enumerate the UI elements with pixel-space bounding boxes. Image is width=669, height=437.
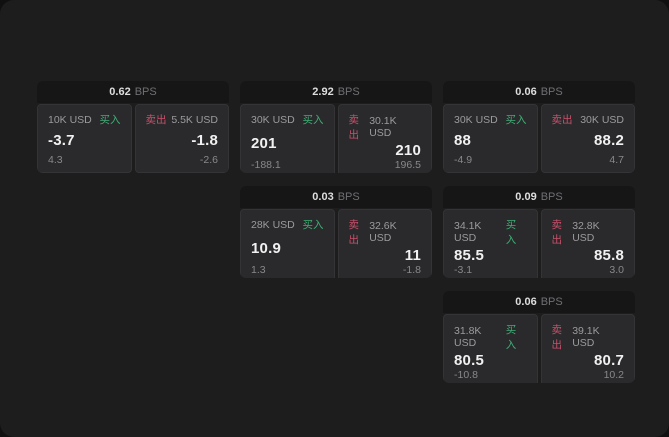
bps-unit: BPS — [337, 191, 360, 203]
card-header: 0.03 BPS — [240, 186, 432, 208]
buy-amount: 10K USD — [48, 113, 92, 126]
sell-delta: -2.6 — [199, 154, 218, 166]
buy-panel[interactable]: 31.8K USD 买入 80.5 -10.8 — [443, 314, 538, 383]
buy-panel[interactable]: 30K USD 买入 201 -188.1 — [240, 104, 335, 173]
sell-amount: 5.5K USD — [171, 113, 218, 126]
sell-price: 80.7 — [594, 352, 624, 369]
sell-amount: 32.8K USD — [572, 220, 600, 244]
sell-delta: 4.7 — [609, 154, 624, 166]
bps-unit: BPS — [134, 86, 157, 98]
sell-price: -1.8 — [191, 132, 218, 149]
sell-panel[interactable]: 卖出 5.5K USD -1.8 -2.6 — [134, 104, 229, 173]
sell-panel[interactable]: 卖出 30.1K USD 210 196.5 — [337, 104, 432, 173]
panels: 30K USD 买入 88 -4.9 卖出 30K USD 88.2 4.7 — [443, 104, 635, 173]
quote-card: 2.92 BPS 30K USD 买入 201 -188.1 卖出 30.1K … — [240, 81, 432, 173]
buy-amount: 31.8K USD — [454, 325, 482, 349]
buy-panel[interactable]: 28K USD 买入 10.9 1.3 — [240, 209, 335, 278]
panels: 30K USD 买入 201 -188.1 卖出 30.1K USD 210 1… — [240, 104, 432, 173]
panels: 10K USD 买入 -3.7 4.3 卖出 5.5K USD -1.8 -2.… — [37, 104, 229, 173]
buy-amount: 28K USD — [251, 218, 295, 231]
sell-side-label: 卖出 — [348, 219, 360, 246]
card-header: 2.92 BPS — [240, 81, 432, 103]
sell-panel[interactable]: 卖出 39.1K USD 80.7 10.2 — [540, 314, 635, 383]
sell-price: 85.8 — [594, 247, 624, 264]
quote-card: 0.06 BPS 30K USD 买入 88 -4.9 卖出 30K USD — [443, 81, 635, 173]
sell-side-label: 卖出 — [551, 114, 573, 126]
panels: 28K USD 买入 10.9 1.3 卖出 32.6K USD 11 -1.8 — [240, 209, 432, 278]
buy-amount: 30K USD — [251, 113, 295, 126]
buy-panel[interactable]: 34.1K USD 买入 85.5 -3.1 — [443, 209, 538, 278]
buy-amount: 30K USD — [454, 113, 498, 126]
sell-price: 88.2 — [594, 132, 624, 149]
buy-side-label: 买入 — [302, 219, 324, 231]
sell-panel[interactable]: 卖出 32.6K USD 11 -1.8 — [337, 209, 432, 278]
buy-panel[interactable]: 30K USD 买入 88 -4.9 — [443, 104, 538, 173]
buy-panel[interactable]: 10K USD 买入 -3.7 4.3 — [37, 104, 132, 173]
panels: 31.8K USD 买入 80.5 -10.8 卖出 39.1K USD 80.… — [443, 314, 635, 383]
card-header: 0.06 BPS — [443, 291, 635, 313]
sell-amount: 30K USD — [580, 113, 624, 126]
bps-unit: BPS — [540, 191, 563, 203]
card-header: 0.06 BPS — [443, 81, 635, 103]
quote-cards-grid: 0.62 BPS 10K USD 买入 -3.7 4.3 卖出 5.5K USD — [37, 81, 635, 383]
bps-value: 0.62 — [109, 86, 131, 98]
buy-price: 88 — [454, 132, 472, 149]
panels: 34.1K USD 买入 85.5 -3.1 卖出 32.8K USD 85.8… — [443, 209, 635, 278]
sell-price: 210 — [395, 142, 421, 159]
quote-card: 0.09 BPS 34.1K USD 买入 85.5 -3.1 卖出 32.8K… — [443, 186, 635, 278]
bps-unit: BPS — [337, 86, 360, 98]
sell-side-label: 卖出 — [145, 114, 167, 126]
bps-value: 0.03 — [312, 191, 334, 203]
buy-delta: 1.3 — [251, 264, 266, 276]
buy-side-label: 买入 — [505, 114, 527, 126]
quote-card: 0.06 BPS 31.8K USD 买入 80.5 -10.8 卖出 39.1… — [443, 291, 635, 383]
sell-panel[interactable]: 卖出 30K USD 88.2 4.7 — [540, 104, 635, 173]
bps-value: 0.06 — [515, 296, 537, 308]
sell-amount: 39.1K USD — [572, 325, 600, 349]
sell-side-label: 卖出 — [348, 114, 360, 141]
buy-price: 201 — [251, 134, 277, 152]
buy-delta: -4.9 — [454, 154, 473, 166]
buy-delta: 4.3 — [48, 154, 63, 166]
sell-amount: 32.6K USD — [369, 220, 397, 244]
buy-side-label: 买入 — [505, 219, 517, 246]
sell-delta: 3.0 — [609, 264, 624, 276]
buy-price: -3.7 — [48, 132, 75, 149]
quote-card: 0.62 BPS 10K USD 买入 -3.7 4.3 卖出 5.5K USD — [37, 81, 229, 173]
bps-value: 2.92 — [312, 86, 334, 98]
sell-price: 11 — [404, 247, 421, 264]
buy-delta: -3.1 — [454, 264, 473, 276]
card-header: 0.09 BPS — [443, 186, 635, 208]
sell-delta: 196.5 — [394, 159, 421, 171]
sell-amount: 30.1K USD — [369, 115, 397, 139]
card-header: 0.62 BPS — [37, 81, 229, 103]
buy-price: 10.9 — [251, 239, 281, 257]
buy-delta: -10.8 — [454, 369, 478, 381]
sell-delta: -1.8 — [402, 264, 421, 276]
sell-side-label: 卖出 — [551, 324, 563, 351]
buy-side-label: 买入 — [99, 114, 121, 126]
buy-side-label: 买入 — [302, 114, 324, 126]
buy-price: 80.5 — [454, 352, 484, 369]
sell-side-label: 卖出 — [551, 219, 563, 246]
buy-price: 85.5 — [454, 247, 484, 264]
sell-panel[interactable]: 卖出 32.8K USD 85.8 3.0 — [540, 209, 635, 278]
bps-unit: BPS — [540, 86, 563, 98]
bps-value: 0.09 — [515, 191, 537, 203]
bps-value: 0.06 — [515, 86, 537, 98]
buy-amount: 34.1K USD — [454, 220, 482, 244]
bps-unit: BPS — [540, 296, 563, 308]
sell-delta: 10.2 — [603, 369, 624, 381]
quote-card: 0.03 BPS 28K USD 买入 10.9 1.3 卖出 32.6K US… — [240, 186, 432, 278]
buy-side-label: 买入 — [505, 324, 517, 351]
buy-delta: -188.1 — [251, 159, 281, 171]
